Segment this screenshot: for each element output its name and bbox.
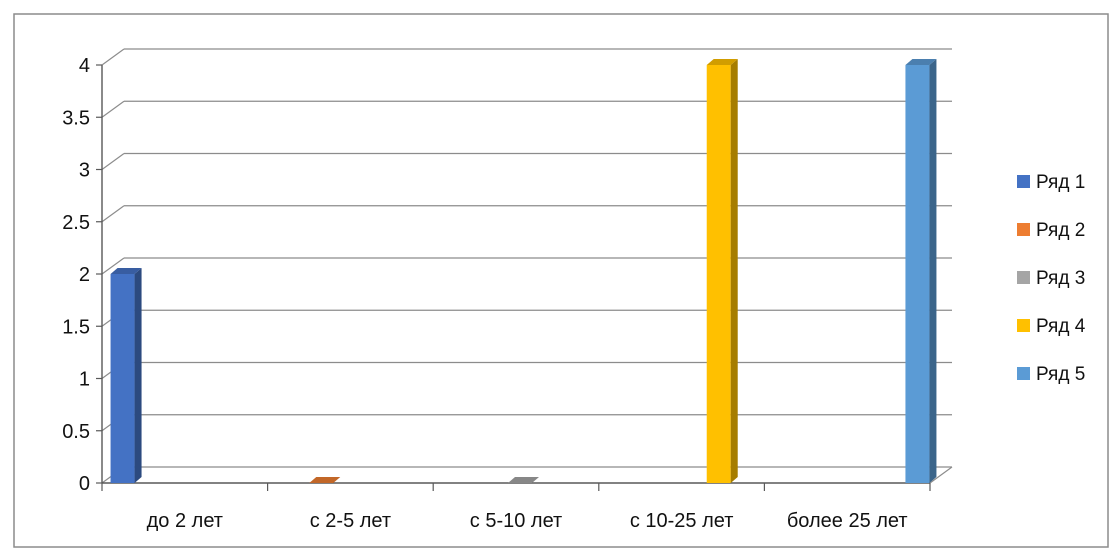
legend-swatch bbox=[1017, 175, 1030, 188]
bar-front bbox=[110, 274, 135, 483]
bar-5-series-5 bbox=[905, 59, 937, 483]
bar-top bbox=[110, 268, 142, 274]
bar-2-series-2 bbox=[309, 477, 341, 483]
x-tick-label: с 5-10 лет bbox=[470, 510, 562, 532]
y-tick-label: 1 bbox=[79, 369, 90, 391]
gridlines bbox=[101, 48, 953, 484]
legend-swatch bbox=[1017, 271, 1030, 284]
side-gridline bbox=[101, 100, 125, 118]
y-tick-label: 3 bbox=[79, 160, 90, 182]
y-tick-label: 2.5 bbox=[62, 212, 90, 234]
bar-top bbox=[905, 59, 937, 65]
side-gridline bbox=[101, 205, 125, 223]
bar-top bbox=[309, 477, 341, 483]
labels: 0 0.5 1 1.5 2 2.5 3 3.5 4 до 2 лет с 2-5 лет с 5-10… bbox=[62, 55, 907, 532]
x-tick-label: с 10-25 лет bbox=[630, 510, 734, 532]
legend-label: Ряд 4 bbox=[1036, 316, 1086, 337]
side-gridline bbox=[101, 48, 125, 66]
y-tick-label: 3.5 bbox=[62, 107, 90, 129]
y-tick-label: 1.5 bbox=[62, 316, 90, 338]
legend-swatch bbox=[1017, 319, 1030, 332]
bar-top bbox=[706, 59, 738, 65]
bar-top bbox=[508, 477, 539, 483]
bar-side bbox=[730, 59, 738, 483]
bar-side bbox=[929, 59, 937, 483]
x-tick-label: с 2-5 лет bbox=[310, 510, 391, 532]
legend: Ряд 1 Ряд 2 Ряд 3 Ряд 4 Ряд 5 bbox=[1017, 172, 1086, 385]
side-gridline bbox=[101, 153, 125, 170]
bar-4-series-4 bbox=[706, 59, 738, 483]
legend-label: Ряд 3 bbox=[1036, 268, 1085, 289]
y-tick-label: 0.5 bbox=[62, 421, 90, 443]
bar-side bbox=[134, 268, 142, 483]
bar-1-series-1 bbox=[110, 268, 142, 483]
bar-front bbox=[905, 65, 930, 483]
legend-swatch bbox=[1017, 367, 1030, 380]
bar-front bbox=[706, 65, 731, 483]
legend-label: Ряд 2 bbox=[1036, 220, 1085, 241]
x-tick-label: до 2 лет bbox=[147, 510, 223, 532]
y-tick-label: 2 bbox=[79, 264, 90, 286]
legend-swatch bbox=[1017, 223, 1030, 236]
y-tick-label: 4 bbox=[79, 55, 90, 77]
bar-3-series-3 bbox=[508, 477, 539, 483]
bars bbox=[110, 59, 937, 483]
x-tick-label: более 25 лет bbox=[787, 510, 908, 532]
floor-edge bbox=[929, 466, 953, 484]
y-tick-label: 0 bbox=[79, 473, 90, 495]
side-gridline bbox=[101, 257, 125, 275]
legend-label: Ряд 1 bbox=[1036, 172, 1085, 193]
legend-label: Ряд 5 bbox=[1036, 364, 1085, 385]
